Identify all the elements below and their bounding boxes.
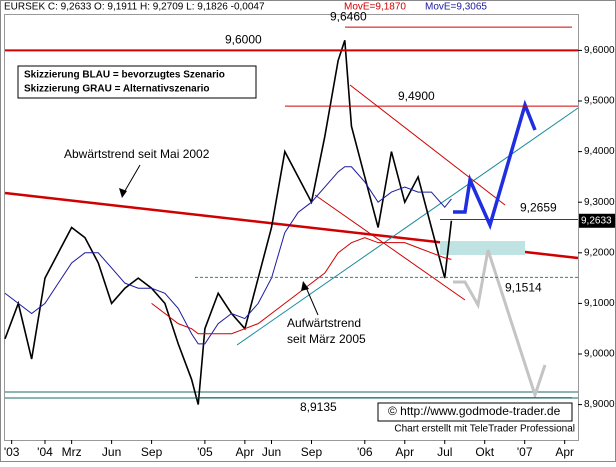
x-tick-label: Jun [102,445,121,459]
annotation: Abwärtstrend seit Mai 2002 [64,147,210,161]
x-tick-label: '07 [517,445,533,459]
header-item: EURSEK C: 9,2633 O: 9,1911 H: 9,2709 L: … [4,2,265,13]
channel-lower [314,194,466,301]
x-tick-label: '06 [357,445,373,459]
x-tick-label: '05 [197,445,213,459]
target-zone [440,241,525,255]
annotation: Aufwärtstrend [287,316,361,330]
x-tick-label: Sep [301,445,323,459]
credit-box [377,402,573,422]
y-tick-label: 9,3000 [584,197,615,208]
y-tick-label: 9,4000 [584,146,615,157]
header-item: MovE=9,1870 [344,2,406,13]
x-tick-label: Okt [475,445,494,459]
level-label: 9,4900 [398,89,435,103]
x-tick-label: Sep [141,445,163,459]
series-line [4,166,452,345]
last-value-label: 9,2633 [581,215,612,226]
arrow-head [119,188,127,198]
level-label: 9,1514 [505,281,542,295]
channel-upper [349,84,506,206]
annotation: seit März 2005 [287,332,366,346]
level-label: 9,6460 [330,9,367,23]
level-label: 9,6000 [225,33,262,47]
credit: Chart erstellt mit TeleTrader Profession… [394,424,575,435]
y-tick-label: 9,1000 [584,298,615,309]
header: EURSEK C: 9,2633 O: 9,1911 H: 9,2709 L: … [4,2,487,13]
x-tick-label: '04 [37,445,53,459]
legend-box [17,65,257,99]
x-tick-label: Apr [236,445,255,459]
blue-scenario [453,99,537,231]
x-tick-label: Apr [555,445,574,459]
last-value-box [579,213,615,228]
x-tick-label: '03 [4,445,20,459]
y-tick-label: 9,5000 [584,96,615,107]
arrow [304,284,319,316]
y-tick-label: 9,6000 [584,45,615,56]
uptrend-line [236,107,579,346]
y-tick-label: 8,9000 [584,399,615,410]
arrow-head [301,281,309,291]
level-label: 8,9135 [300,400,337,414]
credit: © http://www.godmode-trader.de [388,404,561,418]
header-item: MovE=9,3065 [425,2,487,13]
x-tick-label: Apr [395,445,414,459]
x-tick-label: Jun [262,445,281,459]
y-tick-label: 9,2000 [584,247,615,258]
legend-line: Skizzierung BLAU = bevorzugtes Szenario [24,70,225,81]
y-tick-label: 9,0000 [584,349,615,360]
level-label: 9,2659 [520,201,557,215]
legend-line: Skizzierung GRAU = Alternativszenario [24,84,210,95]
x-tick-label: Mrz [62,445,82,459]
x-tick-label: Jul [437,445,452,459]
